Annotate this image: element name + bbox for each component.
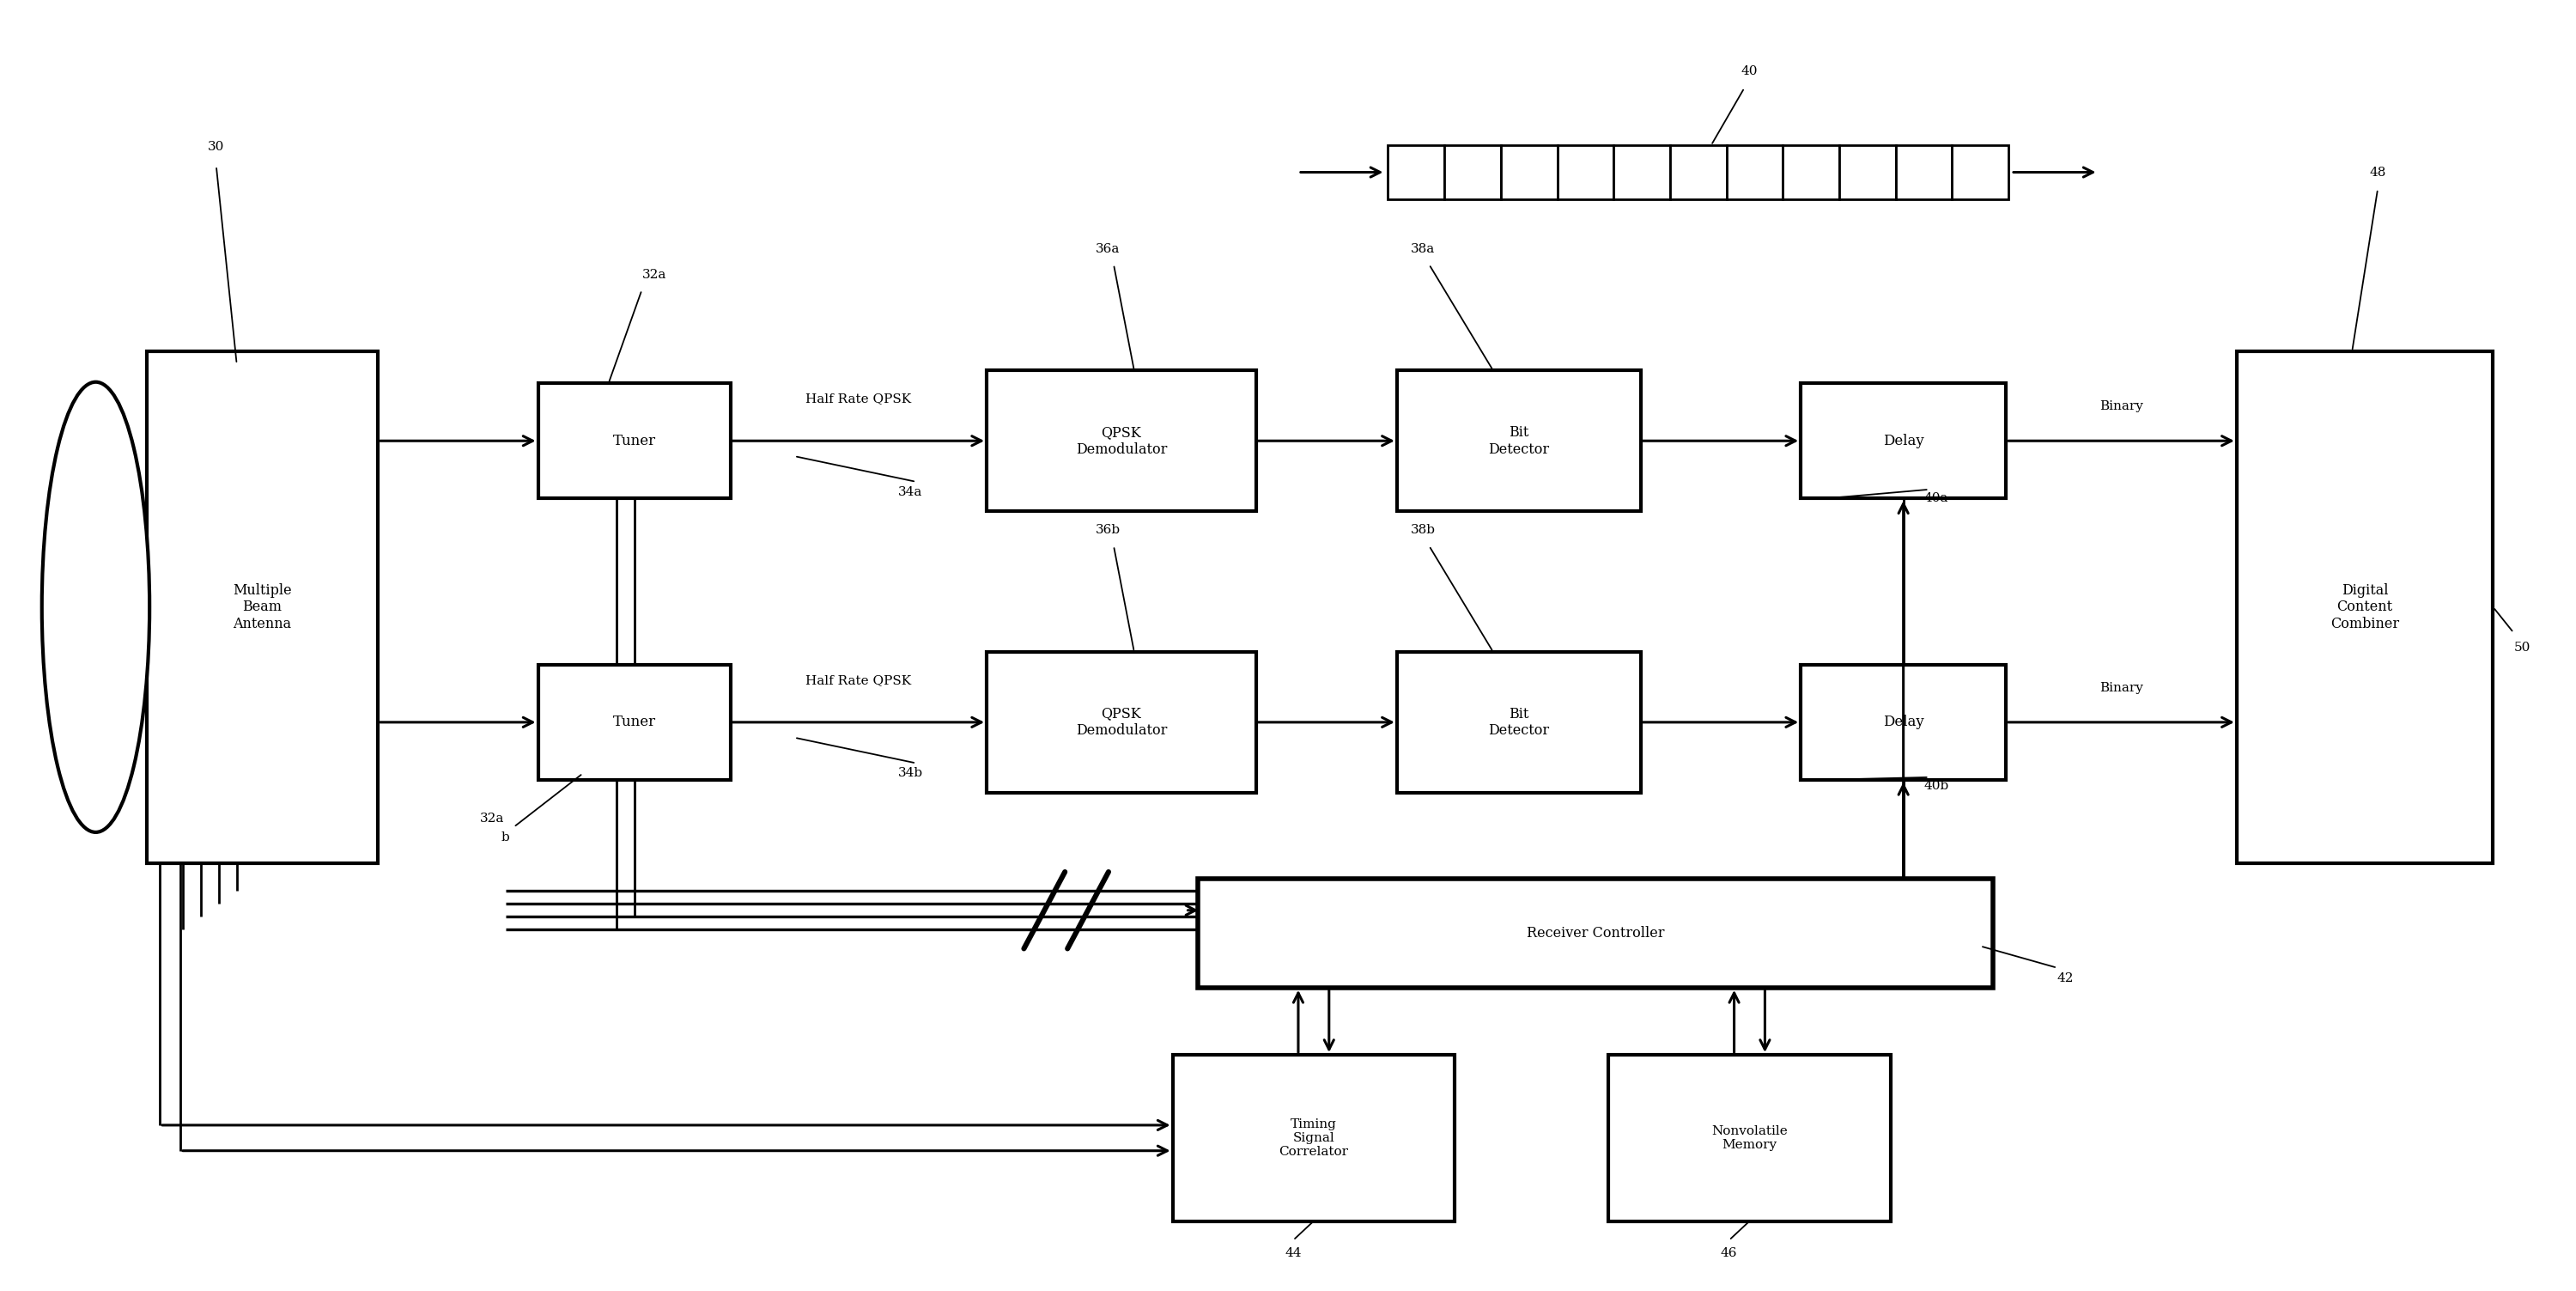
FancyBboxPatch shape xyxy=(1396,652,1641,793)
Text: Binary: Binary xyxy=(2099,682,2143,695)
Text: 32a: 32a xyxy=(479,812,505,824)
Text: Half Rate QPSK: Half Rate QPSK xyxy=(806,674,912,687)
FancyBboxPatch shape xyxy=(1445,146,1502,199)
Text: Tuner: Tuner xyxy=(613,434,657,448)
Text: Delay: Delay xyxy=(1883,715,1924,729)
Text: 46: 46 xyxy=(1721,1247,1736,1259)
FancyBboxPatch shape xyxy=(1502,146,1558,199)
FancyBboxPatch shape xyxy=(987,371,1257,511)
Text: 36b: 36b xyxy=(1095,524,1121,536)
Text: Receiver Controller: Receiver Controller xyxy=(1528,926,1664,941)
Text: 50: 50 xyxy=(2514,642,2530,655)
Text: Bit
Detector: Bit Detector xyxy=(1489,425,1548,457)
FancyBboxPatch shape xyxy=(1607,1055,1891,1221)
Text: 34b: 34b xyxy=(899,767,922,780)
FancyBboxPatch shape xyxy=(147,351,379,862)
Text: Half Rate QPSK: Half Rate QPSK xyxy=(806,392,912,405)
FancyBboxPatch shape xyxy=(1388,146,1445,199)
Text: 34a: 34a xyxy=(899,485,922,498)
FancyBboxPatch shape xyxy=(1896,146,1953,199)
Text: Bit
Detector: Bit Detector xyxy=(1489,706,1548,738)
Text: Tuner: Tuner xyxy=(613,715,657,729)
FancyBboxPatch shape xyxy=(1953,146,2009,199)
FancyBboxPatch shape xyxy=(1396,371,1641,511)
FancyBboxPatch shape xyxy=(538,383,732,498)
FancyBboxPatch shape xyxy=(1613,146,1669,199)
FancyBboxPatch shape xyxy=(1801,383,2007,498)
Text: 40b: 40b xyxy=(1924,780,1950,793)
Text: Timing
Signal
Correlator: Timing Signal Correlator xyxy=(1278,1118,1347,1158)
Text: b: b xyxy=(500,831,510,843)
FancyBboxPatch shape xyxy=(2236,351,2494,862)
FancyBboxPatch shape xyxy=(1783,146,1839,199)
Text: 38b: 38b xyxy=(1412,524,1435,536)
Text: Nonvolatile
Memory: Nonvolatile Memory xyxy=(1710,1124,1788,1150)
Text: 48: 48 xyxy=(2370,167,2385,178)
Text: Multiple
Beam
Antenna: Multiple Beam Antenna xyxy=(232,584,291,631)
FancyBboxPatch shape xyxy=(1839,146,1896,199)
Text: Delay: Delay xyxy=(1883,434,1924,448)
Text: 42: 42 xyxy=(2058,972,2074,984)
FancyBboxPatch shape xyxy=(538,665,732,780)
Text: Binary: Binary xyxy=(2099,400,2143,413)
Text: 38a: 38a xyxy=(1412,243,1435,256)
Text: QPSK
Demodulator: QPSK Demodulator xyxy=(1077,706,1167,738)
Text: 32a: 32a xyxy=(641,269,667,280)
FancyBboxPatch shape xyxy=(987,652,1257,793)
Text: QPSK
Demodulator: QPSK Demodulator xyxy=(1077,425,1167,457)
FancyBboxPatch shape xyxy=(1726,146,1783,199)
Text: Digital
Content
Combiner: Digital Content Combiner xyxy=(2331,584,2398,631)
Text: 36a: 36a xyxy=(1095,243,1121,256)
FancyBboxPatch shape xyxy=(1801,665,2007,780)
Text: 40: 40 xyxy=(1741,65,1757,77)
Ellipse shape xyxy=(41,382,149,833)
Text: 30: 30 xyxy=(209,141,224,152)
FancyBboxPatch shape xyxy=(1172,1055,1455,1221)
Text: 44: 44 xyxy=(1285,1247,1301,1259)
FancyBboxPatch shape xyxy=(1558,146,1613,199)
FancyBboxPatch shape xyxy=(1669,146,1726,199)
Text: 40a: 40a xyxy=(1924,492,1947,505)
FancyBboxPatch shape xyxy=(1198,879,1994,988)
